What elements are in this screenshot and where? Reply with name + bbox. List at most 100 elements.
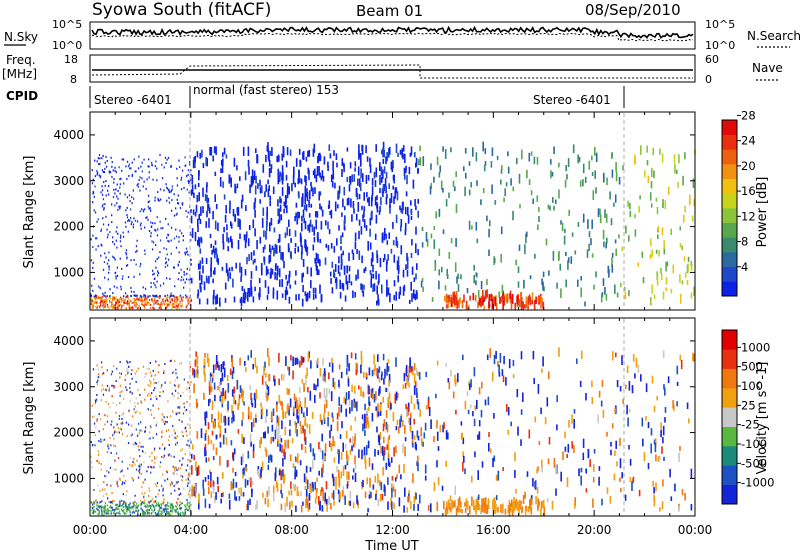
- data-cell: [343, 186, 346, 196]
- data-cell: [510, 297, 513, 303]
- data-cell: [244, 171, 247, 181]
- data-cell: [102, 203, 104, 206]
- data-cell: [100, 191, 102, 194]
- data-cell: [222, 241, 225, 250]
- data-cell: [177, 397, 179, 400]
- data-cell: [129, 502, 131, 505]
- data-cell: [216, 361, 219, 368]
- data-cell: [198, 270, 201, 281]
- data-cell: [106, 509, 108, 512]
- data-cell: [266, 206, 268, 216]
- data-cell: [281, 420, 283, 429]
- data-cell: [114, 445, 116, 448]
- data-cell: [328, 200, 331, 209]
- data-cell: [294, 243, 297, 248]
- data-cell: [318, 442, 320, 450]
- data-cell: [474, 451, 476, 458]
- data-cell: [326, 498, 328, 506]
- data-cell: [354, 161, 357, 167]
- data-cell: [403, 284, 406, 292]
- data-cell: [357, 166, 360, 176]
- data-cell: [286, 183, 289, 193]
- data-cell: [218, 381, 221, 392]
- data-cell: [183, 378, 185, 381]
- data-cell: [509, 293, 511, 299]
- data-cell: [146, 508, 148, 511]
- data-cell: [679, 274, 681, 283]
- data-cell: [115, 380, 117, 382]
- data-cell: [573, 445, 575, 453]
- data-cell: [374, 233, 377, 240]
- data-cell: [197, 218, 199, 227]
- data-cell: [158, 509, 160, 512]
- data-cell: [111, 502, 113, 505]
- data-cell: [319, 172, 321, 178]
- data-cell: [147, 509, 149, 512]
- data-cell: [436, 360, 439, 366]
- data-cell: [307, 387, 309, 393]
- data-cell: [190, 239, 192, 242]
- data-cell: [189, 505, 191, 508]
- data-cell: [305, 380, 307, 386]
- data-cell: [417, 462, 419, 472]
- data-cell: [188, 191, 190, 194]
- data-cell: [168, 196, 170, 199]
- data-cell: [157, 199, 159, 202]
- data-cell: [227, 383, 230, 393]
- data-cell: [115, 277, 117, 280]
- data-cell: [270, 411, 273, 422]
- data-cell: [530, 190, 533, 196]
- data-cell: [140, 507, 142, 510]
- data-cell: [115, 508, 117, 511]
- data-cell: [114, 204, 116, 207]
- data-cell: [96, 504, 98, 507]
- data-cell: [529, 499, 531, 509]
- data-cell: [279, 245, 281, 253]
- data-cell: [181, 464, 183, 467]
- data-cell: [199, 260, 202, 270]
- data-cell: [474, 295, 477, 302]
- data-cell: [135, 304, 137, 307]
- data-cell: [156, 482, 159, 485]
- data-cell: [197, 225, 199, 232]
- data-cell: [126, 510, 128, 512]
- data-cell: [153, 500, 155, 503]
- data-cell: [185, 469, 187, 472]
- data-cell: [494, 504, 496, 511]
- data-cell: [241, 194, 244, 202]
- data-cell: [277, 439, 280, 445]
- data-cell: [142, 502, 145, 504]
- data-cell: [391, 165, 394, 173]
- data-cell: [147, 201, 149, 203]
- data-cell: [135, 305, 137, 308]
- data-cell: [375, 270, 377, 280]
- data-cell: [100, 468, 103, 471]
- data-cell: [149, 431, 151, 434]
- data-cell: [372, 264, 374, 273]
- data-cell: [461, 300, 464, 308]
- data-cell: [245, 466, 248, 472]
- data-cell: [526, 471, 529, 477]
- data-cell: [119, 502, 121, 505]
- data-cell: [591, 219, 593, 229]
- data-cell: [448, 252, 451, 259]
- data-cell: [129, 456, 131, 459]
- data-cell: [653, 487, 655, 494]
- data-cell: [128, 365, 130, 368]
- data-cell: [649, 192, 652, 201]
- data-cell: [237, 429, 240, 434]
- data-cell: [97, 484, 99, 487]
- data-cell: [360, 283, 362, 290]
- data-cell: [240, 388, 243, 398]
- data-cell: [634, 213, 636, 219]
- data-cell: [104, 423, 106, 426]
- data-cell: [295, 397, 297, 404]
- data-cell: [223, 226, 225, 233]
- data-cell: [378, 210, 381, 215]
- data-cell: [546, 397, 549, 407]
- data-cell: [254, 185, 257, 195]
- data-cell: [368, 385, 370, 395]
- data-cell: [486, 354, 489, 361]
- data-cell: [106, 160, 108, 162]
- velocity-cells: [90, 347, 695, 516]
